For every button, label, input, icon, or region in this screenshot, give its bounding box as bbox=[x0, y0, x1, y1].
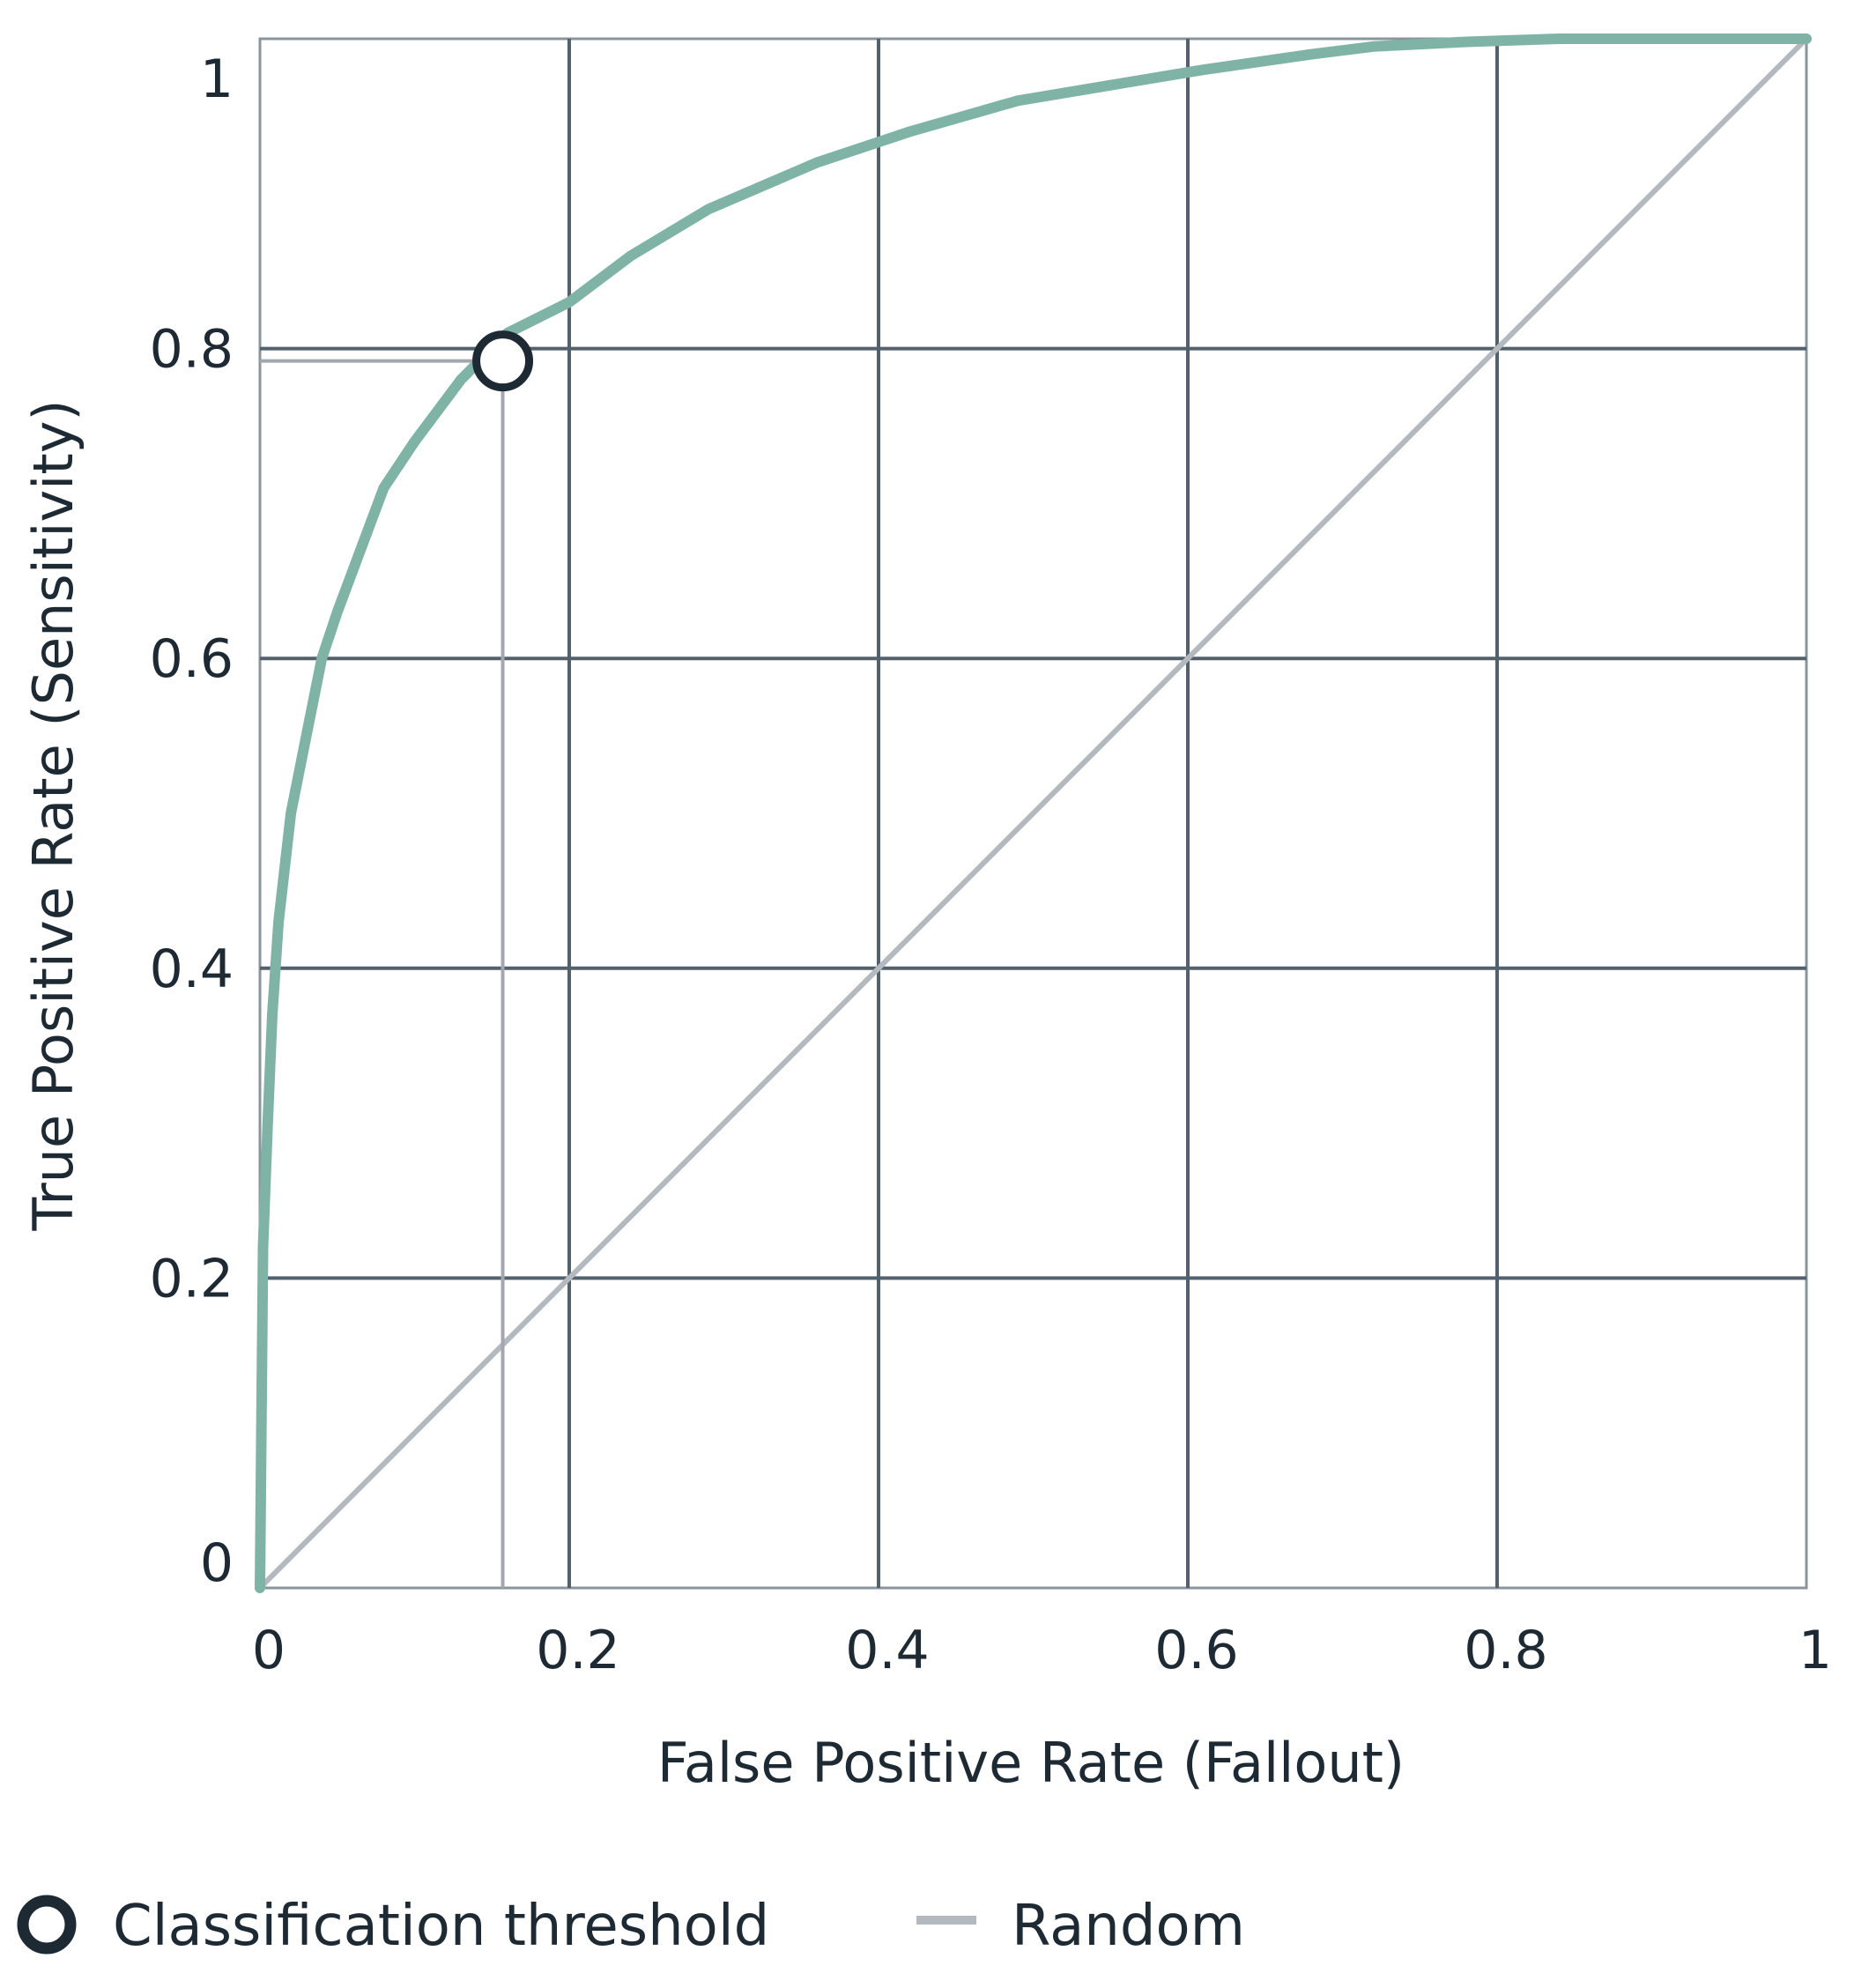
y-tick-label: 0.2 bbox=[150, 1248, 234, 1309]
tick-labels: 0 0.2 0.4 0.6 0.8 1 0 0.2 0.4 0.6 0.8 1 bbox=[150, 48, 1833, 1681]
y-tick-label: 0.4 bbox=[150, 938, 234, 1000]
y-tick-label: 1 bbox=[200, 48, 234, 110]
x-tick-label: 1 bbox=[1798, 1620, 1832, 1681]
plot-frame bbox=[258, 37, 1808, 1590]
circle-marker-icon bbox=[17, 1895, 77, 1955]
y-tick-label: 0.8 bbox=[150, 319, 234, 381]
y-axis-title: True Positive Rate (Sensitivity) bbox=[21, 399, 85, 1231]
legend-label-random: Random bbox=[1012, 1894, 1245, 1959]
series bbox=[255, 33, 1812, 1593]
y-tick-label: 0 bbox=[200, 1532, 234, 1594]
x-tick-label: 0.8 bbox=[1464, 1620, 1547, 1681]
legend: Classification threshold Random bbox=[17, 1894, 1245, 1959]
x-axis-title: False Positive Rate (Fallout) bbox=[657, 1731, 1405, 1795]
x-tick-label: 0.4 bbox=[845, 1620, 929, 1681]
threshold-annotation bbox=[260, 330, 534, 1588]
x-tick-label: 0.2 bbox=[536, 1620, 619, 1681]
legend-label-classification-threshold: Classification threshold bbox=[113, 1894, 769, 1959]
random-diagonal-line bbox=[257, 36, 1809, 1591]
x-tick-label: 0.6 bbox=[1154, 1620, 1238, 1681]
y-tick-label: 0.6 bbox=[150, 628, 234, 690]
roc-curve-line bbox=[255, 33, 1812, 1593]
x-tick-label: 0 bbox=[252, 1620, 286, 1681]
threshold-point-marker bbox=[472, 330, 534, 392]
